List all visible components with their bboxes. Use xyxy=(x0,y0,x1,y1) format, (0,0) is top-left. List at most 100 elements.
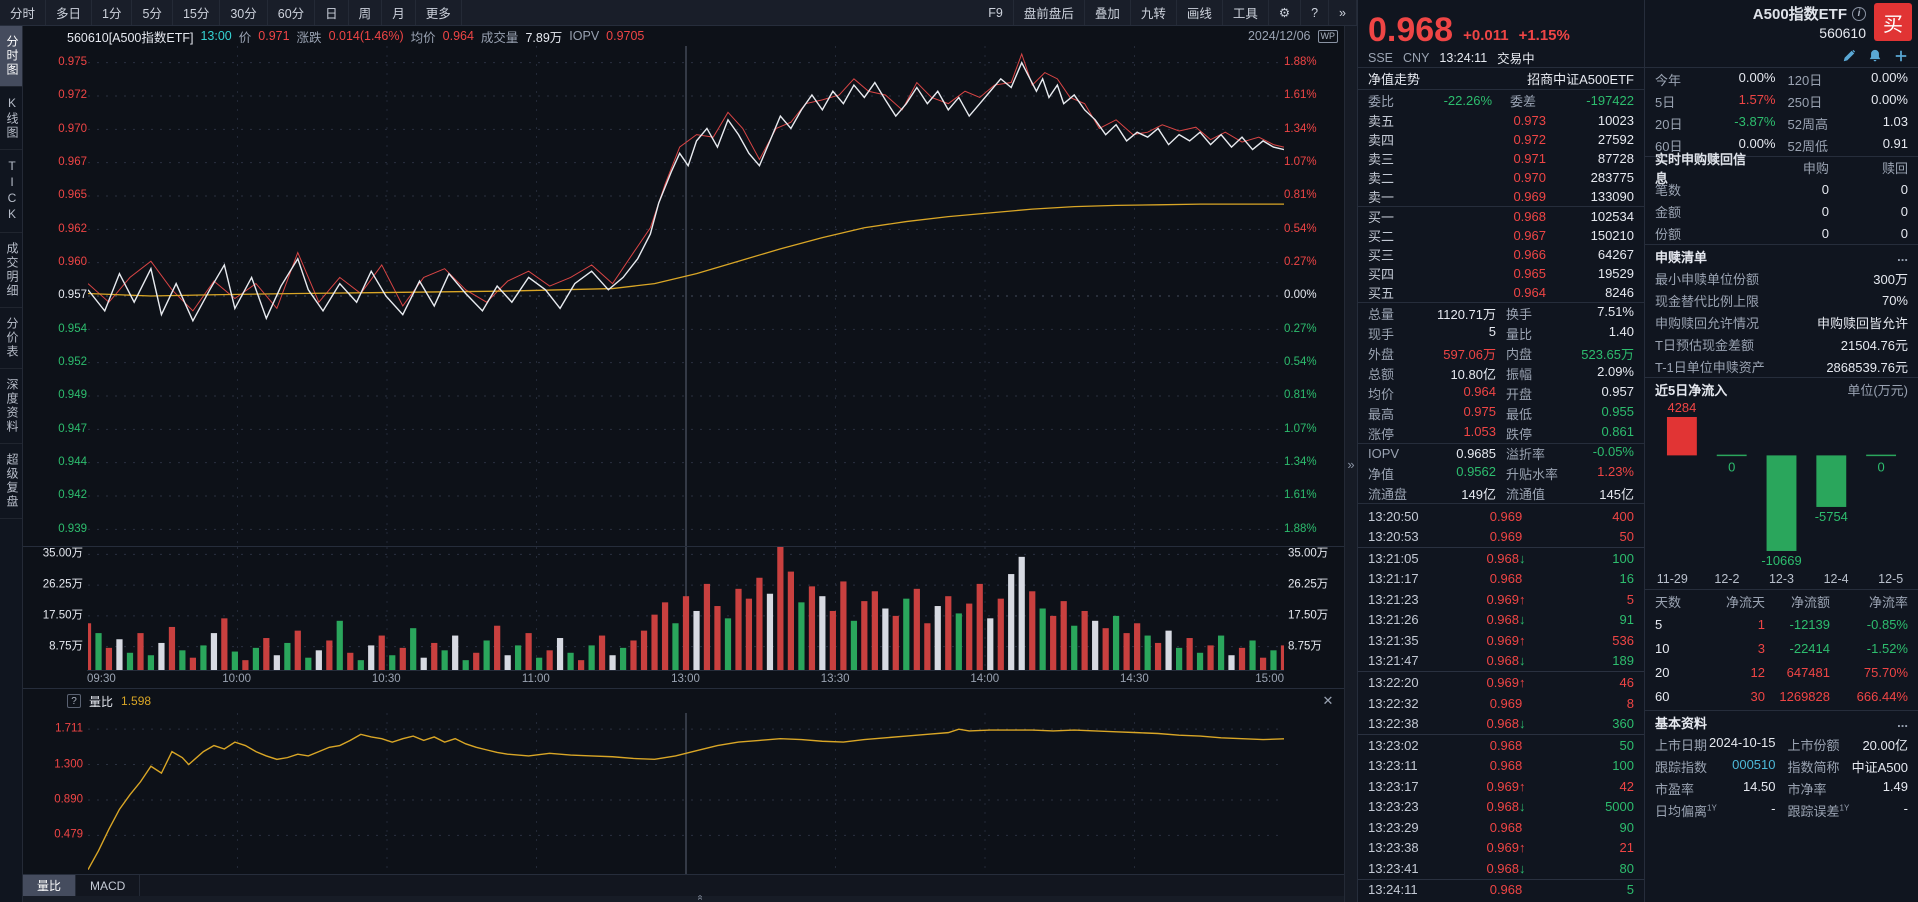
collapse-chevron-icon: » xyxy=(1347,456,1355,472)
pct-axis-label: 0.81% xyxy=(1284,189,1317,202)
edit-pencil-icon[interactable] xyxy=(1842,49,1856,63)
tick-volume: 100 xyxy=(1612,758,1634,774)
stat-value: 0.9685 xyxy=(1456,446,1496,461)
sidebar-item-K线图[interactable]: K线图 xyxy=(0,87,22,150)
tick-row[interactable]: 13:21:35 0.969↑ 536 xyxy=(1358,630,1644,651)
toolbar-item-6[interactable]: 60分 xyxy=(268,0,316,25)
tick-row[interactable]: 13:22:20 0.969↑ 46 xyxy=(1358,672,1644,693)
bid-level[interactable]: 买一 0.968 102534 xyxy=(1358,207,1644,226)
toolbar-more-icon[interactable]: » xyxy=(1329,0,1357,25)
volume-axis-label: 26.25万 xyxy=(42,578,83,591)
bid-level[interactable]: 买三 0.966 64267 xyxy=(1358,245,1644,264)
tick-row[interactable]: 13:23:29 0.968 90 xyxy=(1358,817,1644,838)
pct-axis-label: 0.54% xyxy=(1284,355,1317,368)
tick-row[interactable]: 13:22:32 0.969 8 xyxy=(1358,693,1644,714)
stat-label: 振幅 xyxy=(1506,366,1533,382)
ask-level[interactable]: 卖一 0.969 133090 xyxy=(1358,187,1644,206)
settings-gear-icon[interactable]: ⚙ xyxy=(1269,0,1302,25)
tick-row[interactable]: 13:20:53 0.969 50 xyxy=(1358,527,1644,549)
toolbar-right-item-4[interactable]: 画线 xyxy=(1177,0,1223,25)
indicator-pane: ? 量比 1.598 ✕ 1.711 1.300 0.890 0.479 xyxy=(23,688,1344,874)
toolbar-item-4[interactable]: 15分 xyxy=(173,0,221,25)
panel-collapse-handle[interactable]: » xyxy=(1344,26,1357,902)
bid-level[interactable]: 买五 0.964 8246 xyxy=(1358,283,1644,302)
toolbar-right-item-1[interactable]: 盘前盘后 xyxy=(1014,0,1085,25)
sidebar-item-深度资料[interactable]: 深度资料 xyxy=(0,369,22,444)
tick-row[interactable]: 13:22:38 0.968↓ 360 xyxy=(1358,713,1644,735)
sidebar-item-超级复盘[interactable]: 超级复盘 xyxy=(0,444,22,519)
tick-volume: 50 xyxy=(1619,529,1634,545)
indicator-help-icon[interactable]: ? xyxy=(67,694,81,708)
indicator-tab-MACD[interactable]: MACD xyxy=(76,875,141,896)
basic-info-more-icon[interactable]: ... xyxy=(1897,714,1908,730)
indicator-axis-label: 0.890 xyxy=(54,793,83,806)
tick-time: 13:20:53 xyxy=(1368,529,1419,545)
arrow-down-icon: ↓ xyxy=(1519,612,1526,628)
sidebar-item-分时图[interactable]: 分时图 xyxy=(0,26,22,87)
sidebar-item-成交明细[interactable]: 成交明细 xyxy=(0,233,22,308)
toolbar-right-item-5[interactable]: 工具 xyxy=(1223,0,1269,25)
price-axis-label: 0.949 xyxy=(58,389,87,402)
expand-chevron-icon[interactable]: » xyxy=(693,894,705,901)
price-plot[interactable] xyxy=(87,46,1284,546)
tick-time: 13:23:29 xyxy=(1368,819,1419,835)
tick-row[interactable]: 13:21:23 0.969↑ 5 xyxy=(1358,589,1644,610)
tick-row[interactable]: 13:21:47 0.968↓ 189 xyxy=(1358,651,1644,673)
tick-row[interactable]: 13:23:23 0.968↓ 5000 xyxy=(1358,796,1644,817)
nav-trend-row[interactable]: 净值走势 招商中证A500ETF xyxy=(1358,68,1644,90)
nav-trend-label[interactable]: 净值走势 xyxy=(1368,72,1421,87)
toolbar-item-7[interactable]: 日 xyxy=(315,0,349,25)
price-axis-left: 0.975 0.972 0.970 0.967 0.965 0.962 0.960 0.957… xyxy=(23,46,87,546)
tick-row[interactable]: 13:21:26 0.968↓ 91 xyxy=(1358,610,1644,631)
tick-row[interactable]: 13:23:02 0.968 50 xyxy=(1358,735,1644,756)
bid-level[interactable]: 买四 0.965 19529 xyxy=(1358,264,1644,283)
indicator-tab-量比[interactable]: 量比 xyxy=(23,875,77,896)
tick-row[interactable]: 13:24:11 0.968 5 xyxy=(1358,880,1644,901)
wp-badge-icon[interactable]: WP xyxy=(1317,29,1338,43)
tick-time: 13:22:38 xyxy=(1368,716,1419,732)
tick-row[interactable]: 13:23:17 0.969↑ 42 xyxy=(1358,776,1644,797)
toolbar-item-0[interactable]: 分时 xyxy=(0,0,47,25)
flow-netdays: 1 xyxy=(1757,616,1765,632)
toolbar-item-2[interactable]: 1分 xyxy=(92,0,133,25)
fund-name[interactable]: 招商中证A500ETF xyxy=(1527,72,1634,87)
toolbar-item-1[interactable]: 多日 xyxy=(46,0,93,25)
ask-level[interactable]: 卖五 0.973 10023 xyxy=(1358,111,1644,130)
buy-button[interactable]: 买 xyxy=(1874,3,1912,41)
indicator-close-icon[interactable]: ✕ xyxy=(1322,693,1334,708)
toolbar-right-item-3[interactable]: 九转 xyxy=(1131,0,1177,25)
tick-row[interactable]: 13:21:05 0.968↓ 100 xyxy=(1358,548,1644,569)
toolbar-item-10[interactable]: 更多 xyxy=(416,0,462,25)
sidebar-item-分价表[interactable]: 分价表 xyxy=(0,308,22,369)
shenshu-more-icon[interactable]: ... xyxy=(1897,248,1908,264)
basic-info-header[interactable]: 基本资料 ... xyxy=(1645,710,1918,733)
volume-plot[interactable] xyxy=(87,547,1284,670)
chart-time: 13:00 xyxy=(200,29,232,43)
tick-row[interactable]: 13:23:41 0.968↓ 80 xyxy=(1358,858,1644,880)
ask-level[interactable]: 卖四 0.972 27592 xyxy=(1358,130,1644,149)
tick-row[interactable]: 13:23:11 0.968 100 xyxy=(1358,755,1644,776)
toolbar-right-item-2[interactable]: 叠加 xyxy=(1085,0,1131,25)
flow-amount: 1269828 xyxy=(1779,688,1830,704)
toolbar-item-3[interactable]: 5分 xyxy=(132,0,173,25)
shenshu-section-header[interactable]: 申赎清单 ... xyxy=(1645,244,1918,267)
toolbar-help-icon[interactable]: ? xyxy=(1301,0,1330,25)
indicator-label[interactable]: 量比 xyxy=(89,694,114,709)
time-axis-label: 11:00 xyxy=(521,673,550,685)
bid-level[interactable]: 买二 0.967 150210 xyxy=(1358,226,1644,245)
toolbar-item-8[interactable]: 周 xyxy=(349,0,383,25)
tick-row[interactable]: 13:23:38 0.969↑ 21 xyxy=(1358,838,1644,859)
toolbar-right-item-0[interactable]: F9 xyxy=(978,0,1014,25)
ask-level[interactable]: 卖二 0.970 283775 xyxy=(1358,168,1644,187)
sidebar-item-TICK[interactable]: TICK xyxy=(0,150,22,233)
indicator-plot[interactable] xyxy=(87,713,1284,874)
info-icon[interactable]: i xyxy=(1852,6,1866,21)
tick-row[interactable]: 13:21:17 0.968 16 xyxy=(1358,569,1644,590)
add-plus-icon[interactable] xyxy=(1894,49,1908,63)
toolbar-item-5[interactable]: 30分 xyxy=(220,0,268,25)
tick-row[interactable]: 13:20:50 0.969 400 xyxy=(1358,506,1644,527)
alert-bell-icon[interactable] xyxy=(1868,49,1882,63)
ask-level-volume: 27592 xyxy=(1597,132,1634,147)
ask-level[interactable]: 卖三 0.971 87728 xyxy=(1358,149,1644,168)
toolbar-item-9[interactable]: 月 xyxy=(382,0,416,25)
